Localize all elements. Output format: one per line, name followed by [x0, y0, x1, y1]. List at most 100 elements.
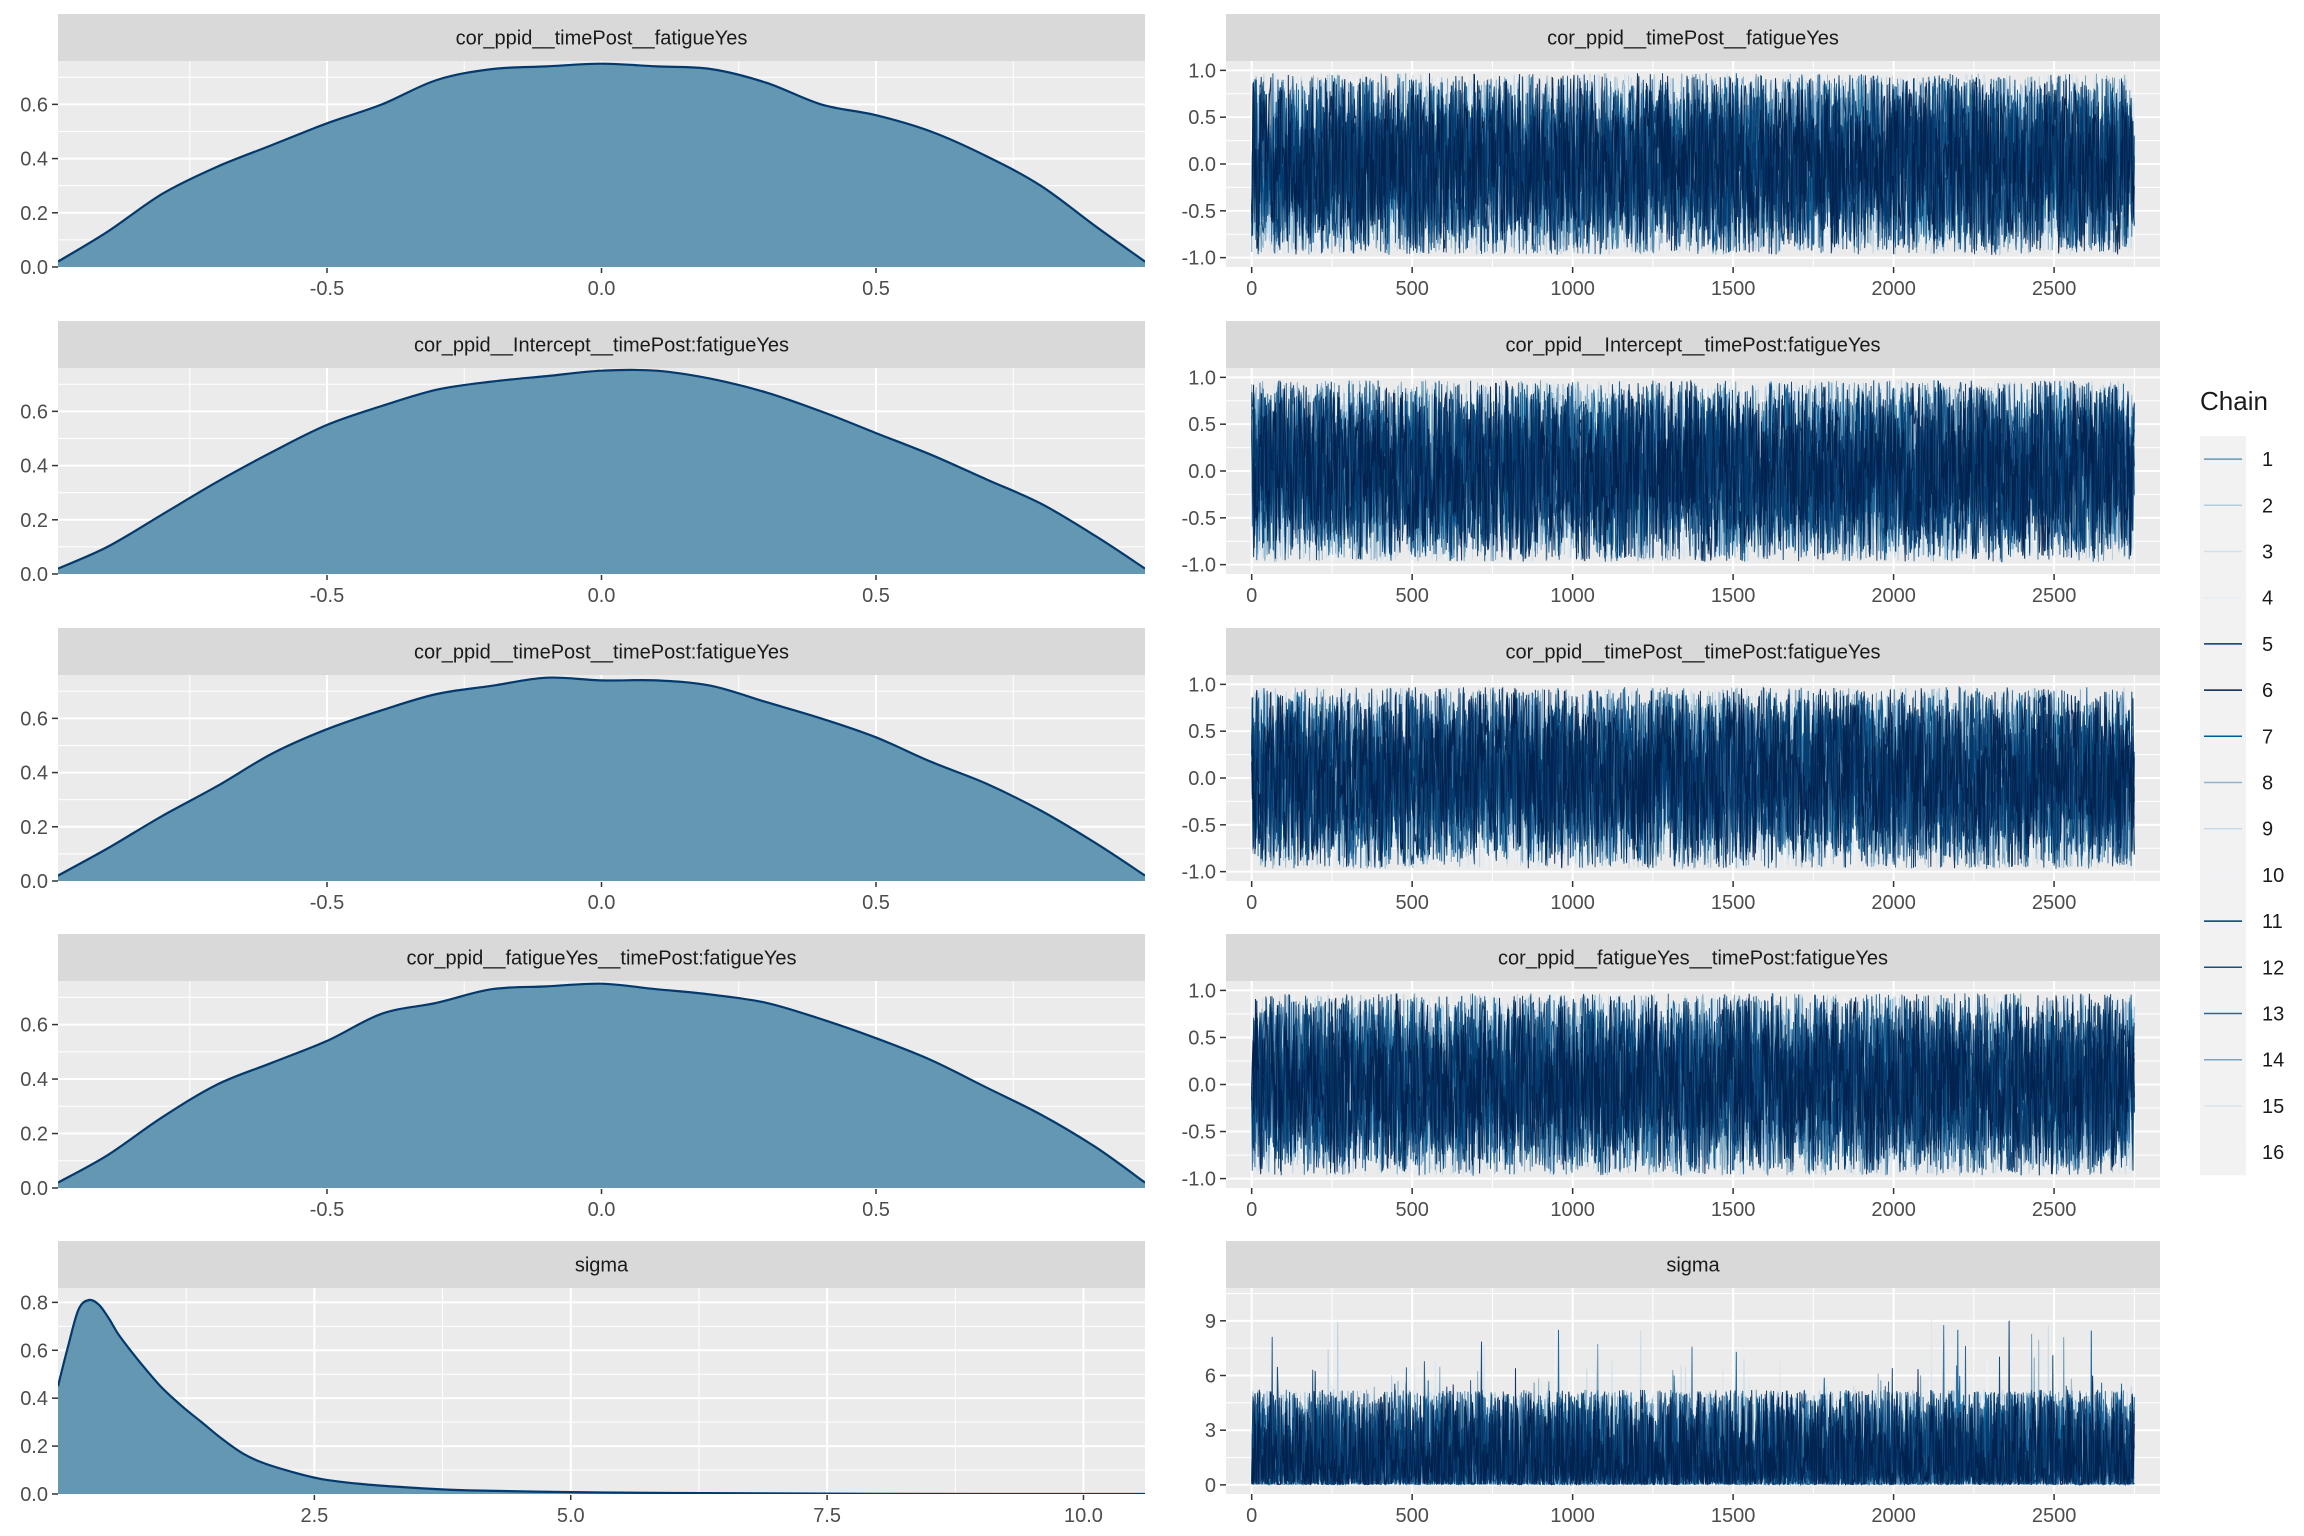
- x-tick-label: 0: [1246, 585, 1257, 607]
- y-tick-label: 0.0: [1188, 1075, 1216, 1097]
- strip-background: [58, 321, 1145, 368]
- y-tick-label: 0.5: [1188, 1027, 1216, 1049]
- x-tick-label: -0.5: [310, 892, 344, 914]
- x-tick-label: 0.0: [588, 892, 616, 914]
- legend-label: 9: [2262, 819, 2273, 841]
- plot-content: [58, 982, 1145, 1188]
- y-tick-label: 1.0: [1188, 60, 1216, 82]
- legend-label: 13: [2262, 1004, 2284, 1026]
- legend-label: 4: [2262, 588, 2273, 610]
- y-tick-label: 0.0: [1188, 461, 1216, 483]
- x-tick-label: 0: [1246, 1505, 1257, 1527]
- x-tick-label: 2500: [2032, 1505, 2077, 1527]
- y-tick-label: 0.6: [20, 1340, 48, 1362]
- x-tick-label: 1500: [1711, 585, 1756, 607]
- x-tick-label: 2.5: [300, 1505, 328, 1527]
- strip-background: [1226, 934, 2160, 981]
- x-tick-label: 500: [1395, 1199, 1428, 1221]
- y-tick-label: 0.5: [1188, 721, 1216, 743]
- y-tick-label: 0.4: [20, 763, 48, 785]
- panel-title: cor_ppid__fatigueYes__timePost:fatigueYe…: [407, 948, 797, 970]
- plot-content: [1251, 1319, 2135, 1487]
- panel-9: sigma 2.5 5.0 7.5 10.0 0.0 0.2 0.4 0.6 0.8: [20, 1241, 1145, 1527]
- legend-label: 15: [2262, 1096, 2284, 1118]
- legend-label: 5: [2262, 634, 2273, 656]
- x-tick-label: 2000: [1871, 585, 1916, 607]
- panel-7: cor_ppid__fatigueYes__timePost:fatigueYe…: [20, 934, 1145, 1221]
- y-tick-label: -0.5: [1182, 815, 1216, 837]
- density-area: [58, 983, 1145, 1188]
- x-tick-label: 2000: [1871, 278, 1916, 300]
- legend-label: 14: [2262, 1050, 2284, 1072]
- density-line: [58, 62, 1145, 263]
- y-tick-label: 9: [1205, 1311, 1216, 1333]
- plot-content: [58, 1298, 1145, 1494]
- y-tick-label: -1.0: [1182, 1169, 1216, 1191]
- x-tick-label: 2500: [2032, 892, 2077, 914]
- panel-title: cor_ppid__Intercept__timePost:fatigueYes: [1505, 335, 1880, 357]
- y-tick-label: 6: [1205, 1366, 1216, 1388]
- y-tick-label: 0.0: [20, 564, 48, 586]
- legend-label: 12: [2262, 957, 2284, 979]
- panel-2: cor_ppid__timePost__fatigueYes 0 500 1000 15…: [1182, 14, 2160, 300]
- y-tick-label: 0.4: [20, 1069, 48, 1091]
- strip-background: [1226, 14, 2160, 61]
- x-tick-label: 0: [1246, 278, 1257, 300]
- x-tick-label: 1000: [1550, 1505, 1595, 1527]
- y-tick-label: 0.6: [20, 401, 48, 423]
- x-tick-label: 0.0: [588, 278, 616, 300]
- y-tick-label: 0.4: [20, 456, 48, 478]
- y-tick-label: 0.4: [20, 1388, 48, 1410]
- x-tick-label: 10.0: [1064, 1505, 1103, 1527]
- x-tick-label: 2000: [1871, 1199, 1916, 1221]
- x-tick-label: 0.5: [862, 278, 890, 300]
- strip-background: [58, 628, 1145, 675]
- legend-label: 16: [2262, 1142, 2284, 1164]
- y-tick-label: 0.5: [1188, 107, 1216, 129]
- panel-5: cor_ppid__timePost__timePost:fatigueYes -…: [20, 628, 1145, 914]
- x-tick-label: 1500: [1711, 1505, 1756, 1527]
- panel-title: cor_ppid__timePost__fatigueYes: [456, 28, 748, 50]
- x-tick-label: 1500: [1711, 892, 1756, 914]
- density-line: [58, 676, 1145, 877]
- y-tick-label: 0.0: [20, 1484, 48, 1506]
- strip-background: [1226, 1241, 2160, 1288]
- y-tick-label: 0.2: [20, 1436, 48, 1458]
- y-tick-label: 0.2: [20, 817, 48, 839]
- x-tick-label: 0: [1246, 1199, 1257, 1221]
- strip-background: [1226, 321, 2160, 368]
- x-tick-label: 2000: [1871, 1505, 1916, 1527]
- x-tick-label: 0: [1246, 892, 1257, 914]
- legend-label: 2: [2262, 495, 2273, 517]
- legend-label: 1: [2262, 449, 2273, 471]
- plot-content: [58, 62, 1145, 267]
- x-tick-label: 0.5: [862, 1199, 890, 1221]
- x-tick-label: 1500: [1711, 1199, 1756, 1221]
- x-tick-label: 500: [1395, 892, 1428, 914]
- panel-title: cor_ppid__timePost__timePost:fatigueYes: [414, 642, 789, 664]
- y-tick-label: 0.6: [20, 708, 48, 730]
- y-tick-label: 0.0: [20, 871, 48, 893]
- strip-background: [58, 14, 1145, 61]
- y-tick-label: -1.0: [1182, 862, 1216, 884]
- x-tick-label: 0.0: [588, 585, 616, 607]
- panel-3: cor_ppid__Intercept__timePost:fatigueYes…: [20, 321, 1145, 607]
- y-tick-label: 0.8: [20, 1292, 48, 1314]
- panel-1: cor_ppid__timePost__fatigueYes -0.5 0.0 0.5…: [20, 14, 1145, 300]
- panel-8: cor_ppid__fatigueYes__timePost:fatigueYe…: [1182, 934, 2160, 1221]
- panel-4: cor_ppid__Intercept__timePost:fatigueYes…: [1182, 321, 2160, 607]
- density-area: [58, 1299, 1145, 1494]
- y-tick-label: 0.5: [1188, 414, 1216, 436]
- x-tick-label: 5.0: [557, 1505, 585, 1527]
- y-tick-label: 0.2: [20, 510, 48, 532]
- x-tick-label: 7.5: [813, 1505, 841, 1527]
- panel-10: sigma 0 500 1000 1500 2000 2500 0 3 6 9: [1205, 1241, 2160, 1527]
- y-tick-label: 0.2: [20, 203, 48, 225]
- x-tick-label: 1000: [1550, 1199, 1595, 1221]
- x-tick-label: 500: [1395, 278, 1428, 300]
- x-tick-label: -0.5: [310, 278, 344, 300]
- x-tick-label: 0.5: [862, 892, 890, 914]
- x-tick-label: 500: [1395, 1505, 1428, 1527]
- x-tick-label: 1000: [1550, 278, 1595, 300]
- x-tick-label: 0.0: [588, 1199, 616, 1221]
